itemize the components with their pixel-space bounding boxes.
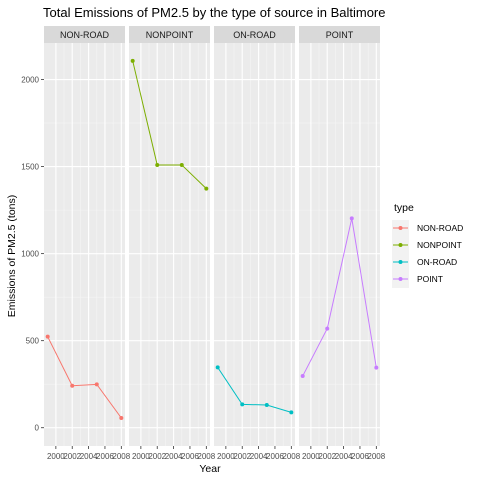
legend-key-point (398, 226, 403, 230)
x-tick-label: 2002 (148, 452, 166, 461)
facet-strip (299, 26, 380, 43)
legend: type NON-ROAD NONPOINT ON-ROAD POINT (392, 202, 463, 288)
x-tick-label: 2002 (233, 452, 251, 461)
legend-label: POINT (417, 274, 443, 284)
data-point (325, 326, 330, 331)
data-point (215, 365, 220, 370)
x-tick-label: 2006 (351, 452, 369, 461)
panel-background (129, 43, 210, 446)
facet-panels: NON-ROAD20002002200420062008NONPOINT2000… (21, 26, 386, 461)
facet-strip (129, 26, 210, 43)
y-axis-title: Emissions of PM2.5 (tons) (6, 195, 18, 318)
data-point (45, 334, 50, 339)
data-point (70, 383, 75, 388)
x-tick-label: 2008 (197, 452, 215, 461)
data-point (289, 410, 294, 415)
x-tick-label: 2006 (266, 452, 284, 461)
legend-item: NONPOINT (392, 237, 462, 254)
series-line (47, 336, 122, 419)
y-tick-label: 1000 (21, 250, 39, 259)
chart-title: Total Emissions of PM2.5 by the type of … (43, 5, 386, 20)
x-tick-label: 2006 (96, 452, 114, 461)
x-tick-label: 2002 (63, 452, 81, 461)
legend-title: type (394, 202, 414, 214)
data-point (155, 162, 160, 167)
y-tick-label: 500 (26, 337, 40, 346)
legend-label: ON-ROAD (417, 257, 457, 267)
data-point (130, 58, 135, 63)
data-point (179, 162, 184, 167)
x-tick-label: 2008 (112, 452, 130, 461)
data-point (240, 402, 245, 407)
x-tick-label: 2000 (47, 452, 65, 461)
legend-item: POINT (392, 271, 443, 288)
series-line (302, 218, 377, 377)
facet-strip (44, 26, 125, 43)
x-axis-title: Year (199, 463, 221, 475)
y-tick-label: 1500 (21, 163, 39, 172)
facet-strip-label: ON-ROAD (233, 30, 276, 40)
x-tick-label: 2004 (335, 452, 353, 461)
x-tick-label: 2000 (302, 452, 320, 461)
x-tick-label: 2004 (165, 452, 183, 461)
x-tick-label: 2008 (367, 452, 385, 461)
y-tick-label: 0 (35, 424, 40, 433)
x-tick-label: 2006 (181, 452, 199, 461)
data-point (300, 374, 305, 379)
legend-label: NONPOINT (417, 240, 462, 250)
panel-background (214, 43, 295, 446)
x-tick-label: 2008 (282, 452, 300, 461)
legend-key-point (398, 277, 403, 281)
x-tick-label: 2000 (132, 452, 150, 461)
facet-strip-label: NON-ROAD (60, 30, 109, 40)
data-point (374, 365, 379, 370)
y-tick-label: 2000 (21, 76, 39, 85)
series-line (217, 367, 292, 413)
facet-strip (214, 26, 295, 43)
x-tick-label: 2000 (217, 452, 235, 461)
legend-item: ON-ROAD (392, 254, 457, 271)
data-point (204, 186, 209, 191)
panel-background (299, 43, 380, 446)
data-point (94, 382, 99, 387)
data-point (264, 403, 269, 408)
legend-key-point (398, 243, 403, 247)
facet-strip-label: POINT (326, 30, 354, 40)
data-point (119, 416, 124, 421)
x-tick-label: 2004 (250, 452, 268, 461)
facet-strip-label: NONPOINT (146, 30, 194, 40)
series-line (132, 60, 207, 190)
panel-background (44, 43, 125, 446)
legend-label: NON-ROAD (417, 223, 463, 233)
x-tick-label: 2002 (318, 452, 336, 461)
x-tick-label: 2004 (80, 452, 98, 461)
legend-key-point (398, 260, 403, 264)
legend-item: NON-ROAD (392, 220, 463, 237)
data-point (349, 216, 354, 221)
